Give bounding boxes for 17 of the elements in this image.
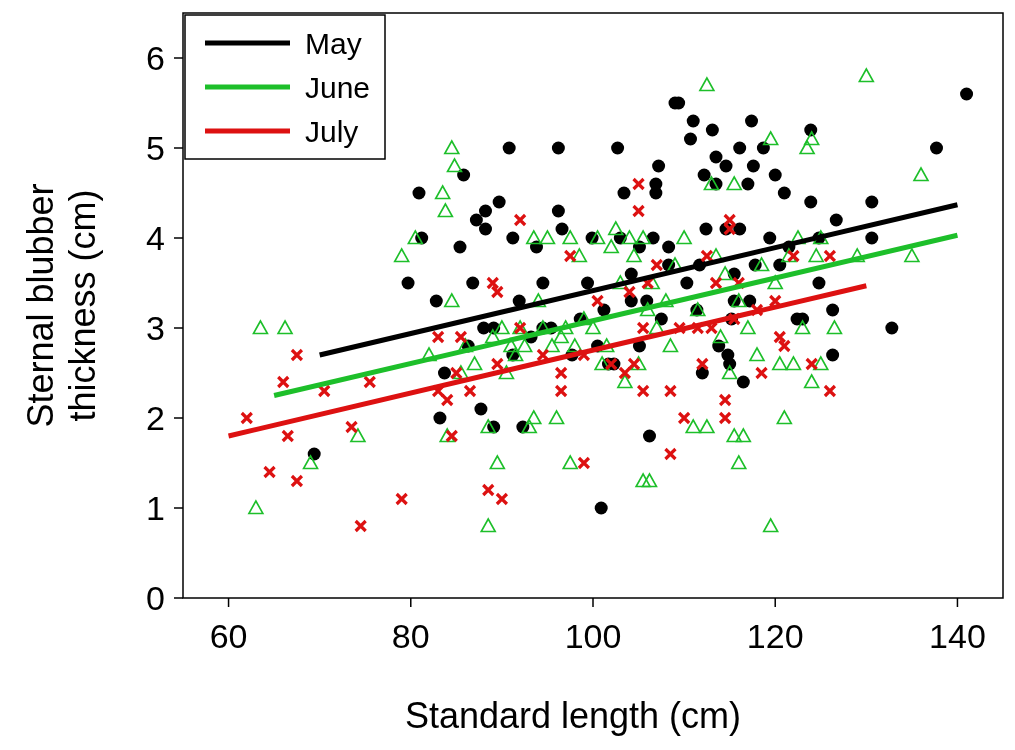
x-tick-label: 80 [391,617,430,655]
legend-label: July [305,115,359,148]
y-axis-title: Sternal blubber thickness (cm) [20,183,103,428]
y-tick-label: 3 [146,309,165,347]
legend-label: May [305,27,362,60]
y-tick-label: 5 [146,129,165,167]
y-tick-label: 4 [146,219,165,257]
x-tick-label: 60 [209,617,248,655]
x-tick-label: 140 [929,617,986,655]
legend-label: June [305,71,371,104]
x-axis-title: Standard length (cm) [404,695,742,736]
y-tick-label: 0 [146,579,165,617]
y-tick-label: 2 [146,399,165,437]
y-tick-label: 1 [146,489,165,527]
x-tick-label: 100 [564,617,622,655]
x-tick-label: 120 [746,617,804,655]
y-tick-label: 6 [146,39,165,77]
